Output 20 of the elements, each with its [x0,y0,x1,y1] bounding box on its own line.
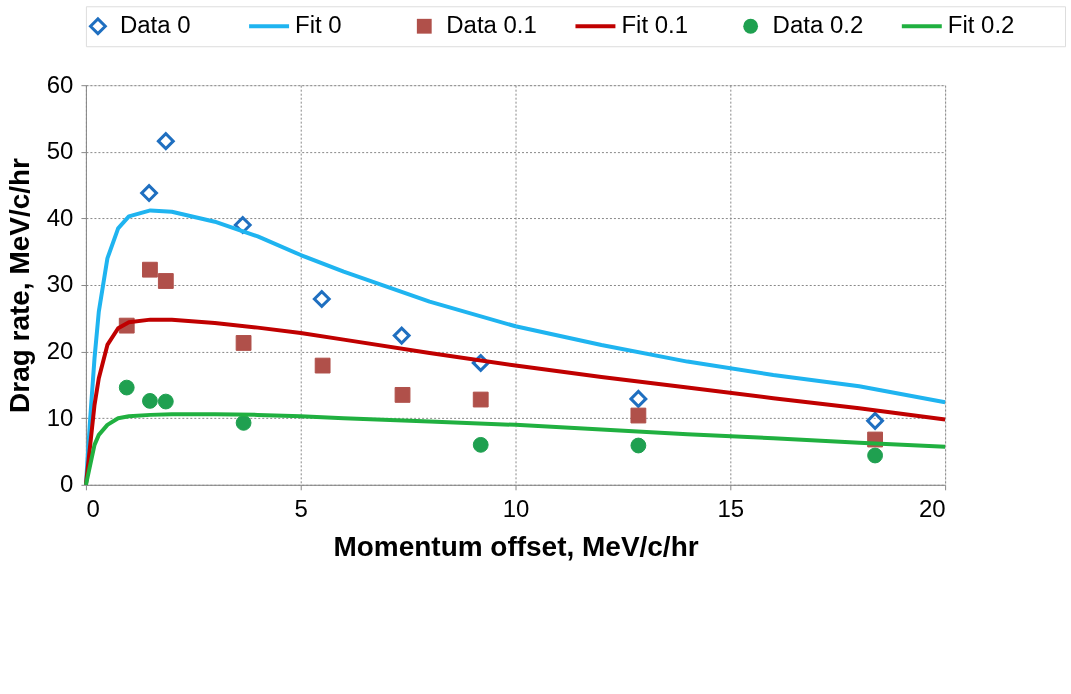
y-tick-label: 10 [46,403,74,431]
y-tick-label: 0 [60,470,74,498]
y-tick-label: 20 [46,337,74,365]
x-axis-title: Momentum offset, MeV/c/hr [333,531,699,563]
y-tick-label: 60 [46,70,74,98]
x-tick-label: 10 [502,495,530,523]
legend-label: Data 0.1 [446,11,537,39]
legend-label: Fit 0.2 [947,11,1015,39]
legend-label: Data 0 [119,11,191,39]
y-tick-label: 40 [46,203,74,231]
y-tick-label: 50 [46,137,74,165]
y-axis-title: Drag rate, MeV/c/hr [3,157,35,413]
legend-label: Fit 0 [295,11,342,39]
x-tick-label: 0 [86,495,100,523]
x-tick-label: 5 [294,495,308,523]
legend-label: Data 0.2 [772,11,864,39]
legend-label: Fit 0.1 [621,11,689,39]
x-tick-label: 20 [918,495,946,523]
x-tick-label: 15 [717,495,745,523]
y-tick-label: 30 [46,270,74,298]
